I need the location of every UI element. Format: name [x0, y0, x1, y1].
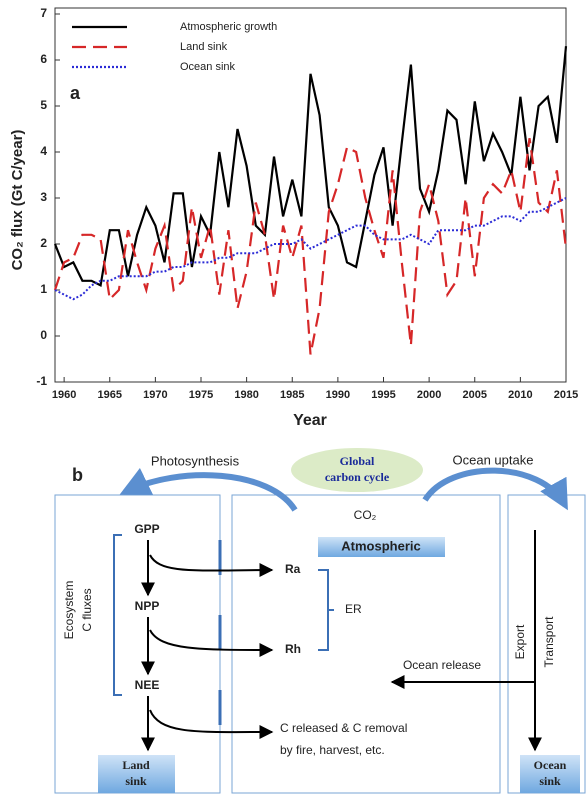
- y-tick-label: -1: [36, 374, 47, 388]
- y-tick-label: 0: [40, 328, 47, 342]
- label: carbon cycle: [325, 470, 390, 484]
- arrow: [149, 709, 274, 740]
- label: Ra: [285, 562, 301, 576]
- x-tick-label: 1995: [371, 389, 395, 401]
- label: Ocean release: [403, 658, 481, 672]
- ocean-sink-box: [520, 755, 580, 793]
- label: by fire, harvest, etc.: [280, 743, 385, 757]
- label: Transport: [542, 616, 556, 668]
- atmospheric-box: [318, 537, 445, 557]
- label: GPP: [134, 522, 159, 536]
- x-tick-label: 1970: [143, 389, 167, 401]
- x-tick-label: 1980: [234, 389, 258, 401]
- panel-label: b: [72, 465, 83, 485]
- x-tick-label: 1965: [98, 389, 122, 401]
- arrow: [149, 554, 274, 578]
- cycle-ellipse: [291, 448, 423, 492]
- label: Atmospheric: [341, 538, 420, 553]
- label: NPP: [135, 599, 160, 613]
- label: ER: [345, 602, 362, 616]
- legend-label: Atmospheric growth: [180, 21, 277, 33]
- land-box: [54, 494, 221, 794]
- panel-label: a: [70, 83, 81, 103]
- chart-a: -1 0 1 2 3 4 5 6 7 1960 1965 1970 1975 1980 1985 1990 19…: [9, 6, 578, 429]
- x-tick-label: 1960: [52, 389, 76, 401]
- x-tick-label: 1975: [189, 389, 213, 401]
- atmosphere-box: [231, 494, 501, 794]
- land-sink-box: [98, 755, 175, 793]
- label: NEE: [135, 678, 160, 692]
- x-tick-label: 1990: [326, 389, 350, 401]
- bracket: [113, 534, 122, 696]
- y-tick-label: 5: [40, 98, 47, 112]
- label: Ocean: [534, 758, 567, 772]
- series-line: [54, 197, 567, 301]
- x-axis-label: Year: [293, 412, 327, 429]
- label: Ocean uptake: [453, 452, 534, 467]
- plot-frame: [54, 7, 567, 383]
- y-tick-label: 1: [40, 282, 47, 296]
- legend-label: Land sink: [180, 41, 228, 53]
- uptake-arrow: [422, 467, 568, 511]
- label: Rh: [285, 642, 301, 656]
- y-tick-label: 4: [40, 144, 47, 158]
- label: Ecosystem: [62, 581, 76, 640]
- photosynthesis-arrow: [119, 467, 298, 512]
- diagram-b: b Photosynthesis Global carbon cycle Oce…: [54, 448, 586, 794]
- bracket: [318, 569, 334, 651]
- label: CO₂: [354, 508, 377, 522]
- label: C fluxes: [80, 588, 94, 631]
- series-line: [53, 138, 568, 355]
- label: Export: [513, 624, 527, 659]
- y-axis-label: CO₂ flux (Gt C/year): [9, 130, 26, 271]
- label: C released & C removal: [280, 721, 407, 735]
- x-tick-label: 2010: [508, 389, 532, 401]
- label: Photosynthesis: [151, 453, 240, 468]
- y-tick-label: 3: [40, 190, 47, 204]
- arrow: [149, 629, 274, 657]
- label: Global: [340, 454, 375, 468]
- legend-label: Ocean sink: [180, 61, 236, 73]
- y-tick-label: 7: [40, 6, 47, 20]
- label: sink: [539, 774, 561, 788]
- x-tick-label: 2000: [417, 389, 441, 401]
- series-line: [53, 46, 568, 288]
- x-tick-label: 2015: [554, 389, 578, 401]
- x-tick-label: 1985: [280, 389, 304, 401]
- label: Land: [122, 758, 150, 772]
- label: sink: [125, 774, 147, 788]
- y-tick-label: 6: [40, 52, 47, 66]
- y-tick-label: 2: [40, 236, 47, 250]
- x-tick-label: 2005: [463, 389, 487, 401]
